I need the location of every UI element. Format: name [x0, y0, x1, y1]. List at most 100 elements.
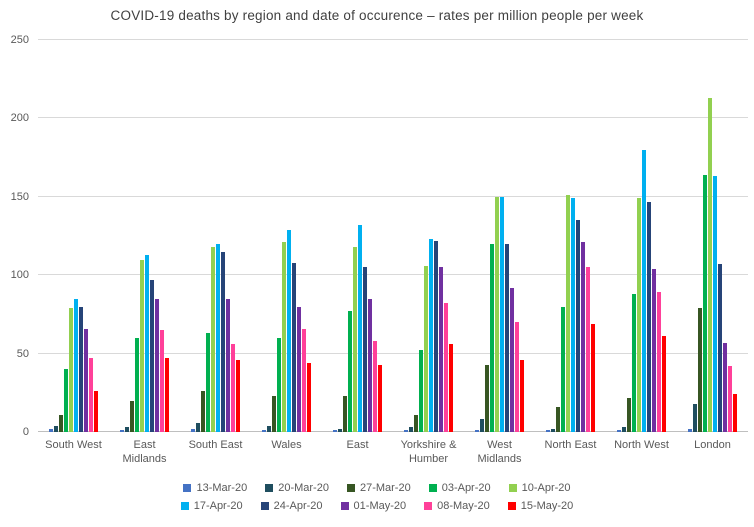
- bar: [505, 243, 509, 432]
- bar: [353, 246, 357, 432]
- bar: [378, 364, 382, 432]
- legend: 13-Mar-20 20-Mar-20 27-Mar-20 03-Apr-20 10-A…: [0, 482, 754, 512]
- bar: [556, 406, 560, 432]
- x-axis-label: Yorkshire & Humber: [400, 439, 457, 466]
- bar: [637, 198, 641, 432]
- bar: [480, 419, 484, 432]
- bar: [591, 323, 595, 432]
- bar: [145, 254, 149, 432]
- bar: [262, 430, 266, 432]
- bar: [196, 422, 200, 432]
- bar: [733, 394, 737, 432]
- bar-groups: [38, 40, 748, 432]
- bar: [576, 220, 580, 432]
- plot-row: 0 50 100 150 200 250: [0, 34, 754, 438]
- bar: [708, 98, 712, 432]
- bar: [358, 225, 362, 432]
- bar: [363, 267, 367, 432]
- bar: [74, 298, 78, 432]
- legend-swatch: [183, 484, 192, 492]
- bar-group-west-midlands: [464, 40, 535, 432]
- bar-group-north-west: [606, 40, 677, 432]
- bar: [642, 149, 646, 432]
- bar-group-east-midlands: [109, 40, 180, 432]
- bar: [236, 359, 240, 432]
- y-axis: 0 50 100 150 200 250: [0, 34, 38, 438]
- bar: [343, 395, 347, 432]
- legend-item: 24-Apr-20: [260, 500, 323, 512]
- gridline: [38, 274, 748, 276]
- bar: [84, 328, 88, 432]
- bar: [307, 363, 311, 432]
- bar: [140, 259, 144, 432]
- gridline: [38, 39, 748, 40]
- x-axis-label: West Midlands: [477, 439, 522, 466]
- legend-swatch: [508, 484, 517, 492]
- bar: [160, 330, 164, 432]
- bar: [79, 306, 83, 432]
- bar: [698, 308, 702, 432]
- bar: [520, 359, 524, 432]
- bar-group-north-east: [535, 40, 606, 432]
- legend-label: 17-Apr-20: [193, 500, 243, 512]
- bar: [206, 333, 210, 432]
- y-tick-label: 0: [22, 426, 29, 438]
- legend-row: 13-Mar-20 20-Mar-20 27-Mar-20 03-Apr-20 10-A…: [183, 482, 571, 494]
- legend-item: 20-Mar-20: [265, 482, 329, 494]
- bar: [444, 303, 448, 432]
- x-axis-labels: South West East Midlands South East Wales Ea…: [38, 438, 748, 467]
- x-axis-label: East: [346, 439, 369, 451]
- bar: [54, 425, 58, 432]
- bar: [622, 427, 626, 432]
- bar: [211, 246, 215, 432]
- y-tick-label: 50: [16, 347, 29, 360]
- bar: [221, 251, 225, 432]
- bar: [49, 428, 53, 432]
- gridline: [38, 195, 748, 197]
- bar: [201, 391, 205, 432]
- bar: [94, 391, 98, 432]
- x-axis-label: South West: [45, 439, 102, 451]
- bar: [424, 265, 428, 432]
- bar: [662, 336, 666, 432]
- gridline: [38, 117, 748, 119]
- x-axis-label: London: [694, 439, 731, 451]
- bar: [292, 262, 296, 432]
- bar: [89, 358, 93, 432]
- bar: [267, 425, 271, 432]
- legend-item: 03-Apr-20: [428, 482, 491, 494]
- legend-label: 24-Apr-20: [273, 500, 323, 512]
- bar: [191, 428, 195, 432]
- legend-item: 27-Mar-20: [346, 482, 411, 494]
- y-tick-label: 250: [10, 34, 29, 46]
- bar: [632, 294, 636, 432]
- legend-item: 15-May-20: [507, 500, 574, 512]
- legend-label: 15-May-20: [520, 500, 574, 512]
- x-axis-label: North East: [544, 439, 597, 451]
- bar: [69, 308, 73, 432]
- bar-group-wales: [251, 40, 322, 432]
- bar: [429, 239, 433, 432]
- bar: [561, 306, 565, 432]
- bar: [333, 430, 337, 432]
- legend-label: 10-Apr-20: [521, 482, 571, 494]
- bar: [495, 196, 499, 432]
- bar: [155, 298, 159, 432]
- bar: [693, 403, 697, 432]
- x-axis-label: North West: [614, 439, 669, 451]
- bar: [627, 397, 631, 432]
- x-axis-label: East Midlands: [122, 439, 167, 466]
- bar: [571, 198, 575, 432]
- legend-item: 08-May-20: [424, 500, 490, 512]
- y-tick-label: 150: [10, 190, 29, 203]
- bar: [688, 428, 692, 432]
- bar: [434, 240, 438, 432]
- x-axis-label: Wales: [271, 439, 302, 451]
- legend-swatch: [340, 502, 349, 510]
- bar: [703, 174, 707, 432]
- legend-item: 10-Apr-20: [508, 482, 571, 494]
- bar: [414, 414, 418, 432]
- bar: [64, 369, 68, 432]
- legend-label: 13-Mar-20: [196, 482, 248, 494]
